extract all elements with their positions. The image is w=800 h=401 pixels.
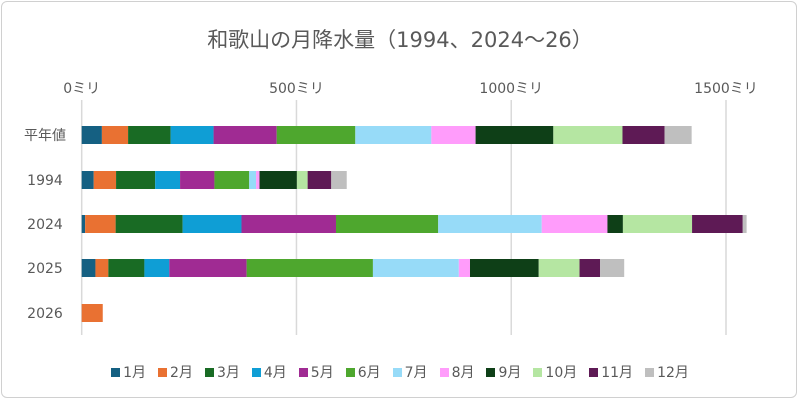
bar-segment-2024-12月 (742, 215, 747, 233)
legend-label: 10月 (545, 365, 578, 381)
legend-swatch (589, 367, 599, 377)
bar-segment-2025-7月 (372, 259, 459, 277)
legend-swatch (158, 367, 168, 377)
bar-segment-2024-9月 (607, 215, 623, 233)
legend-swatch (345, 367, 355, 377)
legend-swatch (645, 367, 655, 377)
bar-segment-平年値-7月 (355, 126, 432, 144)
bar-segment-1994-1月 (81, 171, 94, 189)
bar-segment-平年値-4月 (170, 126, 214, 144)
bar-segment-1994-10月 (296, 171, 308, 189)
bar-segment-2025-6月 (246, 259, 373, 277)
category-label: 2025 (27, 261, 63, 277)
legend-item: 8月 (439, 362, 475, 382)
legend-item: 5月 (298, 362, 334, 382)
legend-label: 8月 (451, 365, 475, 381)
bar-segment-2024-1月 (81, 215, 86, 233)
bar-segment-平年値-3月 (128, 126, 171, 144)
bar-segment-1994-6月 (214, 171, 250, 189)
bar-segment-平年値-10月 (553, 126, 623, 144)
x-tick-label: 1000ミリ (479, 81, 543, 97)
bar-segment-2025-2月 (95, 259, 109, 277)
legend-swatch (392, 367, 402, 377)
legend-swatch (439, 367, 449, 377)
bar-segment-平年値-5月 (213, 126, 277, 144)
category-label: 2026 (27, 306, 63, 322)
legend-swatch (251, 367, 261, 377)
legend-item: 11月 (589, 362, 633, 382)
bar-segment-2025-3月 (108, 259, 145, 277)
legend-swatch (298, 367, 308, 377)
legend-label: 6月 (357, 365, 381, 381)
bar-segment-1994-4月 (155, 171, 181, 189)
legend-label: 9月 (498, 365, 522, 381)
bar-segment-2025-12月 (600, 259, 625, 277)
legend-label: 1月 (123, 365, 147, 381)
bar-segment-1994-11月 (307, 171, 332, 189)
legend-item: 10月 (533, 362, 577, 382)
bar-segment-1994-12月 (331, 171, 347, 189)
legend-swatch (204, 367, 214, 377)
bar-segment-2025-9月 (469, 259, 539, 277)
bar-segment-2025-10月 (538, 259, 580, 277)
legend-label: 2月 (170, 365, 193, 381)
legend-swatch (486, 367, 496, 377)
bar-segment-平年値-2月 (101, 126, 129, 144)
bar-segment-1994-3月 (116, 171, 156, 189)
legend: 1月 2月 3月 4月 5月 6月 7月 8月 9月 10月 11月 12月 (0, 362, 800, 382)
bar-segment-2024-8月 (541, 215, 608, 233)
chart-title: 和歌山の月降水量（1994、2024～26） (207, 28, 593, 52)
legend-item: 12月 (645, 362, 689, 382)
bar-segment-2024-11月 (692, 215, 743, 233)
bar-segment-1994-8月 (256, 171, 260, 189)
bar-segment-2024-3月 (115, 215, 183, 233)
legend-item: 1月 (111, 362, 146, 382)
legend-label: 7月 (404, 365, 428, 381)
category-label: 平年値 (24, 128, 66, 144)
bar-segment-1994-7月 (249, 171, 257, 189)
bar-segment-2024-2月 (85, 215, 116, 233)
bar-segment-2024-10月 (622, 215, 693, 233)
bar-segment-2024-5月 (241, 215, 336, 233)
bar-segment-2024-7月 (438, 215, 542, 233)
bar-segment-1994-5月 (180, 171, 215, 189)
bar-segment-2025-1月 (81, 259, 96, 277)
bar-segment-平年値-6月 (276, 126, 356, 144)
legend-swatch (533, 367, 543, 377)
bar-segment-2025-8月 (458, 259, 470, 277)
bar-segment-2025-11月 (579, 259, 601, 277)
legend-item: 9月 (486, 362, 521, 382)
legend-label: 11月 (601, 365, 634, 381)
legend-label: 12月 (657, 365, 689, 381)
bar-segment-平年値-1月 (81, 126, 102, 144)
legend-label: 5月 (310, 365, 334, 381)
bar-segment-2024-4月 (182, 215, 242, 233)
x-tick-label: 1500ミリ (694, 81, 758, 97)
bar-segment-2024-6月 (335, 215, 439, 233)
bar-segment-1994-9月 (259, 171, 297, 189)
legend-item: 6月 (345, 362, 381, 382)
bar-segment-平年値-9月 (475, 126, 554, 144)
legend-item: 4月 (251, 362, 287, 382)
x-tick-label: 0ミリ (63, 81, 100, 97)
x-tick-label: 500ミリ (269, 81, 324, 97)
bar-segment-2026-2月 (81, 304, 103, 322)
bar-segment-2025-4月 (144, 259, 170, 277)
legend-swatch (111, 367, 121, 377)
category-label: 1994 (27, 173, 63, 189)
legend-label: 3月 (216, 365, 240, 381)
bar-segment-1994-2月 (93, 171, 117, 189)
category-label: 2024 (27, 217, 63, 233)
bar-segment-2025-5月 (169, 259, 247, 277)
bar-segment-平年値-8月 (431, 126, 476, 144)
legend-item: 3月 (204, 362, 240, 382)
legend-label: 4月 (263, 365, 287, 381)
legend-item: 7月 (392, 362, 428, 382)
legend-item: 2月 (158, 362, 193, 382)
bar-segment-平年値-12月 (664, 126, 692, 144)
bar-segment-平年値-11月 (622, 126, 665, 144)
